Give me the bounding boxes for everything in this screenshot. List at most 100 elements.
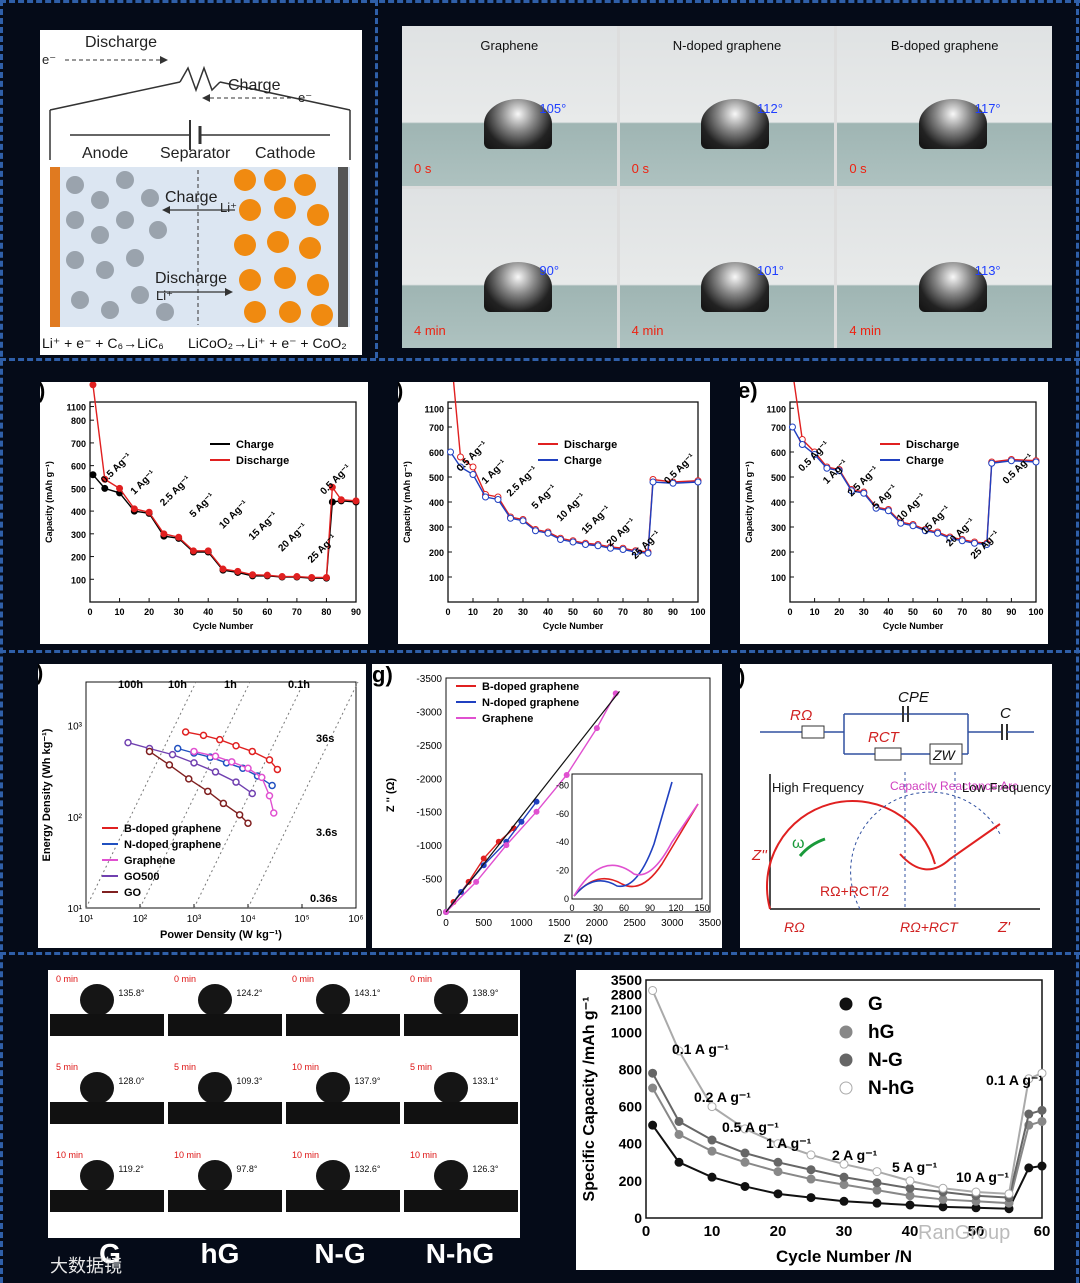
wetting-angle: 124.2°: [236, 988, 263, 998]
rate-label: 25 Ag⁻¹: [630, 528, 663, 561]
data-point: [190, 759, 198, 767]
x-tick-label: 30: [174, 607, 184, 617]
substrate: [286, 1190, 400, 1212]
angle-value: 117°: [974, 100, 1001, 116]
data-point: [806, 1165, 816, 1175]
data-point: [884, 507, 892, 515]
substrate: [50, 1190, 164, 1212]
data-point: [897, 519, 905, 527]
label-hg: hG: [200, 1238, 240, 1269]
data-point: [244, 819, 252, 827]
data-point: [839, 1196, 849, 1206]
chart-panel-g: g) 0 500 1000 1500 2000 2500 3000 3500 0 -500 -1000…: [372, 664, 722, 948]
ca-ndoped-0s: N-doped graphene 112° 0 s: [619, 26, 835, 186]
wetting-time: 10 min: [174, 1150, 202, 1160]
r-omega-label: RΩ: [790, 707, 812, 724]
substrate: [168, 1102, 282, 1124]
droplet: [701, 261, 770, 312]
data-point: [278, 573, 286, 581]
rate-label: 15 Ag⁻¹: [247, 509, 280, 542]
ca-bdoped-4min: 113° 4 min: [837, 188, 1052, 348]
x-tick-label: 30: [836, 1223, 853, 1240]
data-point: [124, 738, 132, 747]
y-tick-label: 800: [619, 1061, 643, 1077]
wetting-time: 10 min: [292, 1062, 320, 1072]
x-axis-label: Cycle Number: [193, 621, 254, 631]
panel-label: e): [740, 382, 758, 403]
y-tick-label: 200: [771, 548, 786, 558]
wetting-cell: 10 min 137.9°: [286, 1060, 400, 1144]
data-point: [544, 529, 552, 537]
data-point: [872, 504, 880, 512]
data-point: [219, 565, 227, 573]
rate-label: 5 A g⁻¹: [892, 1159, 938, 1175]
x-tick-label: 0: [445, 607, 450, 617]
chart-panel-c: 0 10 20 30 40 50 60 70 80 90 100 200 300 400 500 600 700…: [40, 382, 368, 644]
wetting-time: 0 min: [292, 974, 315, 984]
x-axis-label: Cycle Number /N: [776, 1247, 912, 1266]
data-point: [533, 798, 540, 805]
legend-label: Graphene: [124, 855, 175, 867]
electron-top: e⁻: [42, 52, 56, 67]
data-point: [823, 464, 831, 472]
data-point: [337, 496, 345, 504]
x-tick-label: 10²: [133, 914, 148, 925]
y-tick-label: 0: [436, 908, 442, 919]
x-tick-label: 500: [475, 918, 492, 929]
x-tick-label: 50: [908, 607, 918, 617]
plot-frame: [85, 681, 357, 909]
inset-y-tick: -20: [556, 866, 569, 876]
x-tick-label: 20: [770, 1223, 787, 1240]
data-point: [806, 1150, 816, 1160]
data-point: [173, 744, 182, 753]
legend-swatch: [839, 1053, 853, 1067]
series-line: [651, 1072, 1043, 1199]
wetting-time: 0 min: [410, 974, 433, 984]
wetting-cell: 5 min 133.1°: [404, 1060, 518, 1144]
data-point: [872, 1178, 882, 1188]
wetting-angle: 137.9°: [354, 1076, 381, 1086]
label-ng: N-G: [314, 1238, 366, 1269]
rate-label: 0.5 Ag⁻¹: [1001, 451, 1036, 486]
y-tick-label: 400: [71, 507, 86, 517]
legend-label: N-hG: [868, 1078, 914, 1099]
y-tick-label: -500: [422, 875, 442, 886]
data-point: [593, 725, 600, 732]
time-label: 0 s: [414, 160, 432, 176]
data-point: [905, 1176, 915, 1186]
wetting-cell: 10 min 126.3°: [404, 1148, 518, 1232]
data-point: [503, 842, 510, 849]
divider-left: [0, 0, 3, 1283]
x-axis-label: Z' (Ω): [564, 933, 593, 945]
data-point: [457, 463, 464, 471]
angle-value: 113°: [974, 263, 1001, 279]
substrate: [404, 1014, 518, 1036]
rate-label: 0.5 Ag⁻¹: [99, 451, 134, 486]
angle-value: 105°: [539, 100, 567, 116]
data-point: [848, 487, 855, 495]
rate-label: 1 Ag⁻¹: [480, 457, 509, 486]
data-point: [145, 747, 154, 756]
low-frequency-label: Low Frequency: [962, 780, 1051, 795]
x-tick-label: 40: [883, 607, 893, 617]
data-point: [669, 479, 677, 487]
rate-label: 2.5 Ag⁻¹: [158, 473, 193, 508]
y-tick-label: -2500: [416, 741, 442, 752]
data-point: [480, 855, 487, 862]
y-tick-label: 300: [429, 523, 444, 533]
separator-label: Separator: [160, 145, 231, 162]
legend-label: Charge: [906, 455, 944, 467]
x-tick-label: 3000: [661, 918, 684, 929]
y-tick-label: 700: [771, 423, 786, 433]
time-label: 0 s: [631, 160, 649, 176]
panel-label: ): [398, 382, 403, 403]
x-tick-label: 3500: [699, 918, 722, 929]
y-axis-label: Capacity (mAh g⁻¹): [44, 461, 54, 543]
data-point: [740, 1124, 750, 1134]
rate-label: 10 A g⁻¹: [956, 1169, 1009, 1185]
inset-x-tick: 60: [619, 903, 629, 913]
wetting-cell: 0 min 124.2°: [168, 972, 282, 1056]
time-label: 0 s: [849, 160, 867, 176]
divider-row2: [0, 650, 1080, 653]
discharge-top-label: Discharge: [85, 34, 157, 51]
